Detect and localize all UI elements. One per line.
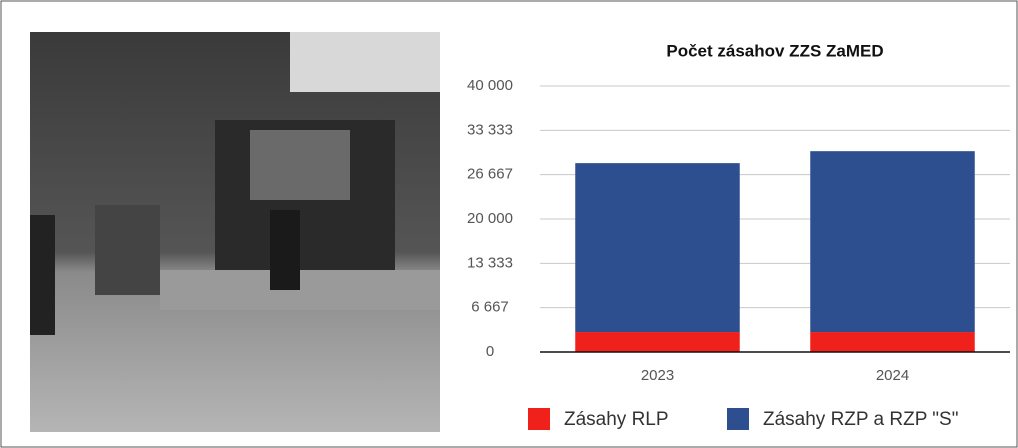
- photo: [30, 32, 440, 432]
- bar-segment: [575, 163, 740, 333]
- y-tick-label: 26 667: [467, 166, 513, 183]
- chart-title: Počet zásahov ZZS ZaMED: [666, 41, 883, 60]
- legend-swatch: [528, 408, 550, 430]
- legend-label: Zásahy RLP: [564, 409, 669, 430]
- bar-segment: [575, 332, 740, 352]
- y-tick-label: 6 667: [471, 299, 509, 316]
- y-tick-label: 20 000: [467, 210, 513, 227]
- x-tick-label: 2023: [641, 367, 674, 384]
- y-tick-label: 40 000: [467, 77, 513, 94]
- x-tick-label: 2024: [876, 367, 909, 384]
- y-tick-label: 0: [486, 343, 494, 360]
- bar-segment: [810, 332, 975, 352]
- bar-segment: [810, 151, 975, 333]
- y-tick-label: 33 333: [467, 121, 513, 138]
- y-tick-label: 13 333: [467, 254, 513, 271]
- legend-label: Zásahy RZP a RZP "S": [763, 409, 958, 430]
- legend-swatch: [727, 408, 749, 430]
